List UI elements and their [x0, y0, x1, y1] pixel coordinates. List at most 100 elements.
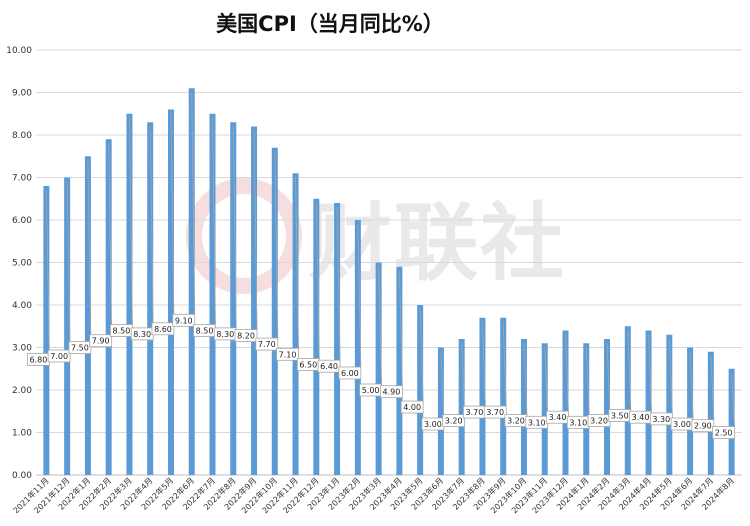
- data-label-leader: [544, 347, 549, 417]
- data-label: 2.50: [715, 429, 733, 438]
- data-label-leader: [129, 117, 133, 325]
- data-label-leader: [648, 334, 652, 412]
- data-label: 9.10: [175, 316, 193, 325]
- data-label: 3.10: [569, 418, 587, 427]
- data-label-leader: [585, 347, 590, 417]
- data-label: 6.50: [299, 361, 317, 370]
- data-label: 3.20: [445, 417, 463, 426]
- data-label-leader: [295, 177, 299, 349]
- bar: [354, 220, 361, 475]
- bar: [271, 147, 278, 475]
- y-tick-label: 2.00: [12, 386, 32, 396]
- bar: [126, 113, 133, 475]
- bar: [583, 343, 590, 475]
- bar: [666, 334, 673, 475]
- watermark-text: 财联社: [308, 194, 566, 292]
- y-tick-label: 4.00: [12, 301, 32, 311]
- data-label-box: [68, 341, 92, 354]
- bar: [147, 122, 154, 475]
- data-label-leader: [606, 342, 611, 415]
- bar: [707, 351, 714, 475]
- bar: [334, 203, 341, 475]
- data-label: 8.50: [196, 327, 214, 336]
- data-label-box: [483, 405, 507, 419]
- bar: [541, 343, 548, 475]
- data-label: 8.60: [154, 325, 172, 334]
- bar: [417, 305, 424, 475]
- data-label: 8.30: [133, 330, 151, 339]
- data-label: 3.00: [424, 420, 442, 429]
- data-label-leader: [502, 321, 507, 407]
- y-tick-label: 10.00: [6, 46, 32, 56]
- data-label-box: [89, 334, 113, 348]
- data-label-leader: [710, 355, 715, 420]
- bar: [230, 122, 237, 475]
- data-label: 3.70: [466, 408, 484, 417]
- data-label: 8.50: [113, 327, 131, 336]
- y-tick-label: 8.00: [12, 131, 32, 141]
- data-label-leader: [212, 117, 216, 325]
- data-label-box: [172, 313, 196, 327]
- data-label-leader: [232, 126, 237, 328]
- bar: [562, 330, 569, 475]
- data-label-leader: [336, 206, 341, 361]
- bar: [396, 266, 403, 475]
- data-label-box: [151, 322, 175, 336]
- data-label-box: [400, 400, 424, 414]
- data-label-leader: [274, 151, 279, 339]
- bar: [624, 326, 631, 475]
- y-tick-label: 7.00: [12, 174, 32, 184]
- data-label-leader: [170, 113, 175, 323]
- bar: [500, 317, 507, 475]
- data-label: 8.30: [216, 330, 234, 339]
- bar: [375, 262, 382, 475]
- y-tick-label: 9.00: [12, 89, 32, 99]
- data-label: 5.00: [362, 386, 380, 395]
- data-label-box: [276, 347, 299, 361]
- data-label-box: [442, 414, 466, 428]
- data-label-leader: [149, 126, 154, 328]
- bar: [167, 109, 174, 475]
- data-label: 7.10: [279, 350, 297, 359]
- bar: [209, 113, 216, 475]
- data-label-leader: [45, 189, 50, 354]
- data-label: 6.40: [320, 362, 338, 371]
- data-label: 6.00: [341, 369, 359, 378]
- data-label: 7.00: [50, 352, 68, 361]
- data-label-leader: [668, 338, 673, 413]
- y-tick-label: 6.00: [12, 216, 32, 226]
- data-label-leader: [419, 308, 424, 402]
- data-label-leader: [461, 342, 466, 415]
- bar: [687, 347, 694, 475]
- data-labels: 6.80 7.007.507.908.50 8.308.609.108.50 8.30…: [26, 92, 736, 439]
- data-label-leader: [627, 330, 632, 410]
- watermark-logo-icon: [186, 178, 302, 294]
- bars: [43, 88, 735, 475]
- data-label: 3.50: [611, 412, 629, 421]
- data-label-leader: [731, 372, 736, 427]
- bar: [84, 156, 91, 475]
- data-label: 7.90: [92, 337, 110, 346]
- bar: [105, 139, 112, 475]
- data-label: 3.30: [652, 415, 670, 424]
- data-label-box: [712, 426, 736, 439]
- bar: [251, 126, 258, 475]
- data-label: 3.40: [632, 413, 650, 422]
- data-label-box: [379, 385, 403, 399]
- data-label: 7.50: [71, 344, 89, 353]
- data-label-leader: [253, 130, 258, 330]
- data-label-leader: [108, 143, 113, 335]
- data-label: 4.90: [382, 388, 400, 397]
- data-label-leader: [440, 351, 445, 419]
- data-label-leader: [398, 270, 403, 386]
- bar: [479, 317, 486, 475]
- data-label: 3.00: [673, 420, 691, 429]
- bar: [64, 177, 71, 475]
- data-label: 2.90: [694, 422, 712, 431]
- data-label: 6.80: [29, 355, 47, 364]
- data-label: 7.70: [258, 340, 276, 349]
- data-label-leader: [191, 92, 196, 315]
- data-label-leader: [87, 160, 92, 342]
- bar: [520, 339, 527, 475]
- data-label: 3.20: [590, 417, 608, 426]
